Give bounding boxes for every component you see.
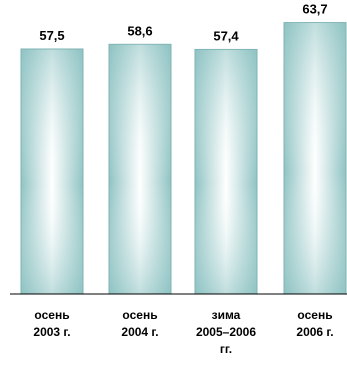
category-label: осень 2003 г. xyxy=(33,308,71,339)
value-label: 63,7 xyxy=(302,2,327,17)
bar-shading xyxy=(109,44,171,294)
category-label: зима 2005–2006 гг. xyxy=(195,308,257,356)
value-label: 57,5 xyxy=(39,28,64,43)
value-label: 58,6 xyxy=(127,23,152,38)
bar-shading xyxy=(21,49,83,294)
category-label: осень 2006 г. xyxy=(296,308,334,339)
bar-shading xyxy=(284,23,346,294)
bar-shading xyxy=(195,49,257,294)
category-label: осень 2004 г. xyxy=(121,308,159,339)
value-label: 57,4 xyxy=(213,28,239,43)
